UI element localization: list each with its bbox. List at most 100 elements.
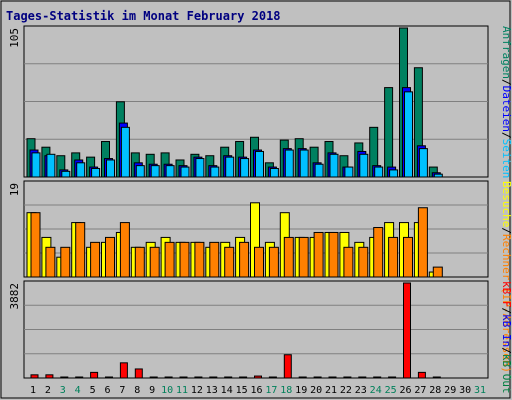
kb_f-bar (268, 376, 277, 379)
sites-bar (224, 246, 235, 278)
x-tick-label: 29 (444, 385, 456, 396)
legend-entry: Seiten (500, 139, 512, 179)
pages-bar (135, 165, 145, 178)
pages-bar (389, 169, 399, 178)
legend-entry: kB In (500, 314, 512, 347)
pages-bar (374, 166, 384, 178)
x-tick-label: 21 (325, 385, 337, 396)
x-tick-label: 23 (355, 385, 367, 396)
pages-bar (76, 162, 86, 178)
kb_f-bar (224, 376, 233, 379)
sites-bar (343, 246, 354, 278)
pages-bar (344, 166, 354, 178)
legend-entry: kB F (500, 281, 512, 308)
panel-top-max-label: 105 (8, 28, 21, 48)
x-tick-label: 1 (30, 385, 36, 396)
kb_f-bar (105, 376, 113, 379)
hits-bar (384, 87, 394, 178)
kb_f-bar (328, 376, 337, 379)
kb_f-bar (373, 376, 382, 379)
x-tick-label: 25 (385, 385, 397, 396)
legend-entry: / (500, 308, 512, 315)
kb_f-bar (194, 376, 203, 379)
sites-bar (179, 241, 190, 278)
sites-bar (60, 246, 71, 278)
pages-bar (61, 170, 71, 178)
x-tick-label: 26 (399, 385, 411, 396)
legend-entry: Anfragen (500, 26, 512, 79)
sites-bar (105, 236, 115, 278)
kb_f-bar (90, 371, 99, 379)
panel-middle-max-label: 19 (8, 183, 21, 196)
sites-bar (268, 246, 279, 278)
sites-bar (403, 236, 413, 278)
x-tick-label: 9 (149, 385, 155, 396)
kb_f-bar (388, 376, 397, 379)
legend-entry: Rechner (IP-Adressen) (500, 234, 512, 373)
kb_f-bar (134, 368, 143, 379)
pages-bar (255, 150, 264, 178)
panel-top: 105 (8, 25, 489, 178)
sites-bar (119, 222, 130, 278)
legend-bottom: kB F/kB In/kB Out (500, 281, 512, 394)
kb_f-bar (358, 376, 367, 379)
x-tick-label: 8 (134, 385, 140, 396)
kb_f-bar (403, 282, 411, 379)
pages-bar (225, 156, 235, 178)
sites-bar (90, 241, 101, 278)
x-tick-label: 19 (295, 385, 307, 396)
sites-bar (239, 241, 250, 278)
x-tick-label: 7 (119, 385, 125, 396)
panel-bottom-max-label: 3882 (8, 283, 21, 310)
x-tick-label: 6 (104, 385, 110, 396)
pages-bar (210, 166, 220, 178)
x-tick-label: 13 (206, 385, 218, 396)
kb_f-bar (432, 376, 441, 379)
x-tick-label: 14 (221, 385, 233, 396)
x-tick-label: 3 (60, 385, 66, 396)
kb_f-bar (239, 376, 248, 379)
sites-bar (254, 246, 264, 278)
sites-bar (75, 222, 86, 278)
sites-bar (164, 241, 175, 278)
sites-bar (298, 236, 309, 278)
x-tick-label: 12 (191, 385, 203, 396)
x-tick-label: 2 (45, 385, 51, 396)
pages-bar (150, 165, 160, 178)
x-axis-day-labels: 1 2 3 4 5 6 7 8 9 10 11 12 13 14 15 16 17 18 19 20 21 22 23 24 2… (30, 385, 486, 396)
pages-bar (240, 158, 250, 178)
pages-bar (195, 158, 205, 178)
x-tick-label: 10 (161, 385, 173, 396)
legend-entry: kB Out (500, 354, 512, 394)
kb_f-bar (75, 376, 84, 379)
x-tick-label: 31 (474, 385, 486, 396)
pages-bar (91, 167, 101, 178)
x-tick-label: 20 (310, 385, 322, 396)
sites-bar (283, 236, 294, 278)
sites-bar (373, 227, 384, 278)
x-tick-label: 16 (250, 385, 262, 396)
legend-middle: Besuche/Rechner (IP-Adressen) (500, 181, 512, 373)
panel-middle: 19 (8, 180, 489, 278)
legend-entry: / (500, 79, 512, 86)
pages-bar (404, 91, 413, 178)
sites-bar (313, 231, 324, 278)
kb_f-bar (298, 376, 307, 379)
kb_f-bar (179, 376, 188, 379)
sites-bar (134, 246, 145, 278)
sites-bar (432, 266, 443, 278)
kb_f-bar (30, 374, 39, 379)
x-tick-label: 22 (340, 385, 352, 396)
sites-bar (388, 236, 399, 278)
pages-bar (433, 173, 443, 178)
x-tick-label: 27 (414, 385, 426, 396)
kb_f-bar (149, 376, 158, 379)
pages-bar (120, 126, 130, 178)
legend-entry: / (500, 132, 512, 139)
sites-bar (358, 246, 369, 278)
pages-bar (269, 167, 279, 178)
